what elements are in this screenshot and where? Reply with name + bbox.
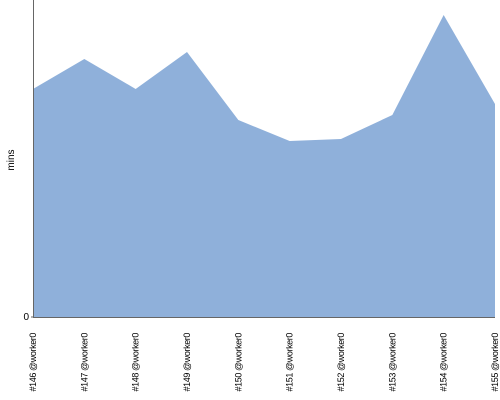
x-tick-label: #146 @worker0: [28, 333, 38, 392]
x-tick-label: #148 @worker0: [131, 333, 141, 392]
x-tick-label: #151 @worker0: [285, 333, 295, 392]
area: [33, 15, 495, 317]
y-tick-label: 0: [23, 312, 29, 323]
x-tick-label: #147 @worker0: [79, 333, 89, 392]
x-tick-label: #149 @worker0: [182, 333, 192, 392]
x-tick-label: #155 @worker0: [490, 333, 500, 392]
x-tick-label: #152 @worker0: [336, 333, 346, 392]
x-tick-label: #150 @worker0: [233, 333, 243, 392]
x-tick-label: #153 @worker0: [387, 333, 397, 392]
x-tick-label: #154 @worker0: [439, 333, 449, 392]
y-axis-label: mins: [6, 149, 17, 170]
